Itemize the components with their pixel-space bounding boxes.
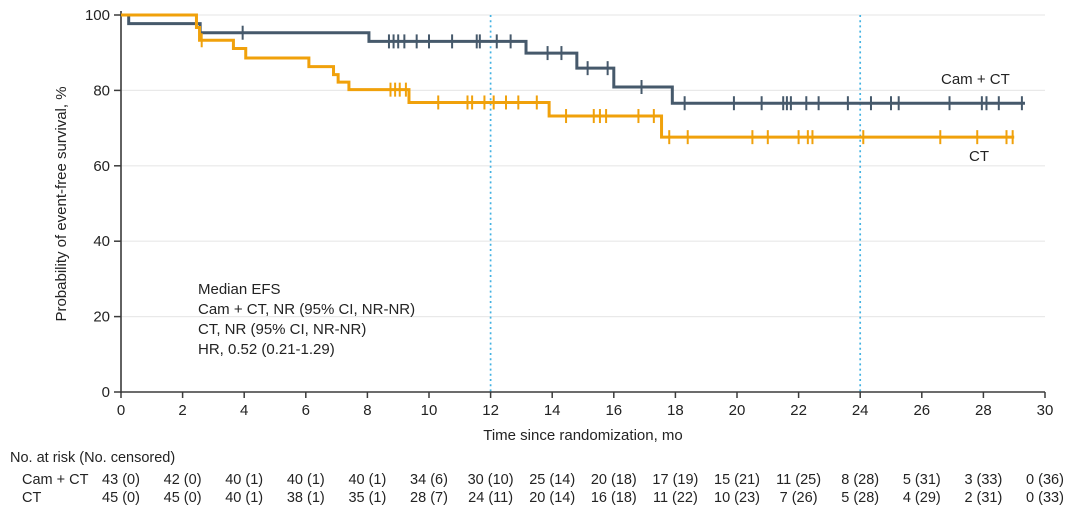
risk-cell: 5 (31) [902, 472, 941, 488]
x-tick-label-8: 8 [363, 402, 371, 419]
y-tick-label-80: 80 [93, 82, 110, 99]
survival-curve-ct [121, 13, 1015, 145]
risk-cell: 38 (1) [286, 490, 325, 506]
x-tick-label-0: 0 [117, 402, 125, 419]
risk-table-header: No. at risk (No. censored) [10, 450, 176, 466]
survival-curves [121, 13, 1025, 145]
risk-cell: 0 (36) [1026, 472, 1064, 488]
risk-cell: 35 (1) [348, 490, 387, 506]
x-tick-label-6: 6 [302, 402, 310, 419]
risk-cell: 17 (19) [652, 472, 699, 488]
x-axis-title: Time since randomization, mo [483, 427, 683, 444]
risk-cell: 42 (0) [163, 472, 202, 488]
km-step-path [121, 13, 1015, 139]
x-tick-label-16: 16 [605, 402, 622, 419]
risk-cell: 28 (7) [410, 490, 448, 506]
risk-cell: 45 (0) [102, 490, 140, 506]
risk-cell: 45 (0) [163, 490, 202, 506]
risk-cell: 40 (1) [348, 472, 387, 488]
x-tick-label-26: 26 [913, 402, 930, 419]
y-tick-label-0: 0 [102, 384, 110, 401]
x-tick-label-14: 14 [544, 402, 561, 419]
curve-label-ct: CT [969, 148, 989, 165]
x-tick-label-18: 18 [667, 402, 684, 419]
risk-cell: 40 (1) [225, 490, 264, 506]
risk-cell: 16 (18) [590, 490, 637, 506]
risk-cell: 7 (26) [779, 490, 818, 506]
risk-cell: 0 (33) [1026, 490, 1064, 506]
risk-cell: 43 (0) [102, 472, 140, 488]
y-tick-label-100: 100 [85, 7, 110, 24]
reference-lines [489, 15, 862, 392]
risk-cell: 3 (33) [964, 472, 1003, 488]
risk-cell: 11 (25) [776, 472, 822, 488]
x-tick-label-28: 28 [975, 402, 992, 419]
risk-row-label-ct: CT [22, 490, 42, 506]
km-step-path [121, 13, 1025, 105]
x-tick-label-22: 22 [790, 402, 807, 419]
risk-cell: 34 (6) [410, 472, 448, 488]
risk-cell: 40 (1) [286, 472, 325, 488]
curve-label-camct: Cam + CT [941, 71, 1010, 88]
y-axis-title: Probability of event-free survival, % [53, 86, 70, 321]
survival-curve-camct [121, 13, 1025, 111]
gridlines [121, 14, 1045, 318]
risk-table: No. at risk (No. censored) Cam + CT CT 4… [0, 446, 1080, 519]
risk-cell: 11 (22) [652, 490, 698, 506]
risk-cell: 15 (21) [714, 472, 760, 488]
x-tick-label-12: 12 [482, 402, 499, 419]
risk-cell: 20 (14) [529, 490, 576, 506]
risk-cell: 40 (1) [225, 472, 264, 488]
risk-cell: 25 (14) [529, 472, 576, 488]
y-tick-label-20: 20 [93, 309, 110, 326]
annotation-line-4: HR, 0.52 (0.21-1.29) [198, 341, 335, 358]
risk-cell: 2 (31) [964, 490, 1003, 506]
risk-cell: 8 (28) [841, 472, 880, 488]
x-tick-label-10: 10 [421, 402, 438, 419]
risk-row-label-camct: Cam + CT [22, 472, 89, 488]
risk-cell: 30 (10) [467, 472, 514, 488]
risk-cell: 20 (18) [590, 472, 637, 488]
x-tick-label-2: 2 [178, 402, 186, 419]
y-tick-label-60: 60 [93, 158, 110, 175]
annotation-line-2: Cam + CT, NR (95% CI, NR-NR) [198, 301, 415, 318]
x-tick-label-24: 24 [852, 402, 869, 419]
risk-cell: 10 (23) [714, 490, 760, 506]
x-tick-label-20: 20 [729, 402, 746, 419]
x-tick-label-4: 4 [240, 402, 248, 419]
annotation-line-1: Median EFS [198, 281, 281, 298]
risk-cell: 24 (11) [468, 490, 514, 506]
risk-cell: 5 (28) [841, 490, 880, 506]
annotation-line-3: CT, NR (95% CI, NR-NR) [198, 321, 366, 338]
y-tick-label-40: 40 [93, 233, 110, 250]
risk-cell: 4 (29) [902, 490, 941, 506]
x-tick-label-30: 30 [1037, 402, 1054, 419]
